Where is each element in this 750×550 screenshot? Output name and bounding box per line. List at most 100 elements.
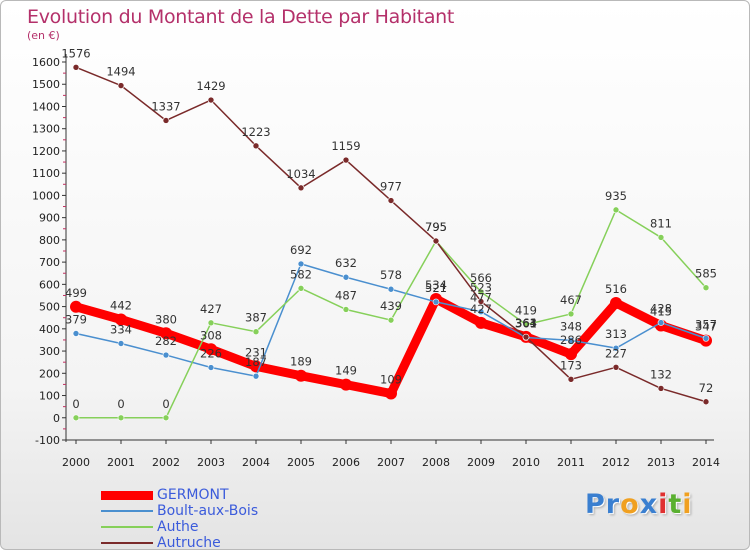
data-point xyxy=(612,344,620,352)
data-label: 227 xyxy=(605,346,627,360)
data-label: 149 xyxy=(335,364,357,378)
data-point xyxy=(702,284,710,291)
data-label: 364 xyxy=(515,316,537,330)
x-tick-label: 2001 xyxy=(107,456,135,469)
data-label: 692 xyxy=(290,243,312,257)
data-point xyxy=(432,298,440,306)
data-point xyxy=(432,237,440,245)
data-point xyxy=(657,234,665,241)
y-tick-label: 1100 xyxy=(32,167,60,180)
y-tick-label: 200 xyxy=(39,367,60,380)
y-tick-label: 0 xyxy=(53,412,60,425)
data-point xyxy=(702,398,710,406)
data-label: 1034 xyxy=(286,167,315,181)
data-point xyxy=(612,363,620,371)
data-point xyxy=(117,340,125,347)
data-label: 487 xyxy=(335,288,357,302)
data-label: 795 xyxy=(425,220,447,234)
chart-title: Evolution du Montant de la Dette par Hab… xyxy=(27,6,455,28)
data-label: 516 xyxy=(605,282,627,296)
data-label: 313 xyxy=(605,327,627,341)
data-label: 521 xyxy=(425,281,447,295)
data-point xyxy=(207,96,215,104)
data-point xyxy=(340,378,352,391)
data-label: 442 xyxy=(110,298,132,312)
x-tick-label: 2000 xyxy=(62,456,90,469)
logo-letter: x xyxy=(639,489,659,520)
x-tick-label: 2007 xyxy=(377,456,405,469)
data-point xyxy=(295,369,307,382)
data-point xyxy=(297,260,305,268)
y-tick-label: 1400 xyxy=(32,100,60,113)
data-point xyxy=(252,372,260,380)
y-tick-label: 1200 xyxy=(32,145,60,158)
data-point xyxy=(205,343,217,356)
data-label: 363 xyxy=(515,316,537,330)
data-label: 1494 xyxy=(106,65,135,79)
logo-letter: r xyxy=(605,489,621,520)
data-point xyxy=(567,337,575,344)
data-label: 1159 xyxy=(331,139,360,153)
data-point xyxy=(117,414,125,422)
legend-swatch xyxy=(101,526,153,528)
data-label: 132 xyxy=(650,367,672,381)
x-tick-label: 2006 xyxy=(332,456,360,469)
data-label: 1337 xyxy=(151,99,180,113)
legend-swatch xyxy=(101,490,153,500)
data-label: 347 xyxy=(695,320,717,334)
data-label: 977 xyxy=(380,180,402,194)
data-label: 566 xyxy=(470,271,492,285)
y-tick-label: 700 xyxy=(39,256,60,269)
proxiti-logo: Proxiti xyxy=(585,489,693,520)
x-tick-label: 2010 xyxy=(512,456,540,469)
x-tick-label: 2013 xyxy=(647,456,675,469)
legend-label: Authe xyxy=(157,519,199,535)
data-point xyxy=(252,328,260,336)
data-label: 467 xyxy=(560,293,582,307)
data-point xyxy=(72,414,80,422)
y-tick-label: 1600 xyxy=(32,56,60,69)
data-label: 380 xyxy=(155,312,177,326)
data-label: 189 xyxy=(290,355,312,369)
data-point xyxy=(70,300,82,313)
data-point xyxy=(385,387,397,400)
data-point xyxy=(387,197,395,204)
data-label: 795 xyxy=(425,220,447,234)
data-point xyxy=(522,333,530,341)
data-label: 334 xyxy=(110,322,132,336)
data-label: 231 xyxy=(245,345,267,359)
y-tick-label: 300 xyxy=(39,345,60,358)
data-point xyxy=(162,117,170,124)
data-label: 1429 xyxy=(196,79,225,93)
data-label: 348 xyxy=(560,319,582,333)
logo-letter: i xyxy=(658,489,669,520)
data-point xyxy=(342,156,350,164)
legend-label: Autruche xyxy=(157,535,221,550)
data-point xyxy=(297,285,305,292)
data-label: 811 xyxy=(650,216,672,230)
logo-letter: t xyxy=(668,489,683,520)
data-point xyxy=(207,364,215,371)
data-label: 286 xyxy=(560,333,582,347)
data-label: 427 xyxy=(200,302,222,316)
data-label: 308 xyxy=(200,328,222,342)
data-point xyxy=(477,308,485,316)
data-point xyxy=(475,316,487,329)
data-label: 387 xyxy=(245,311,267,325)
data-point xyxy=(657,319,665,326)
data-label: 477 xyxy=(470,291,492,305)
data-point xyxy=(162,351,170,359)
data-point xyxy=(565,348,577,361)
data-point xyxy=(72,330,80,337)
data-label: 935 xyxy=(605,189,627,203)
legend-label: GERMONT xyxy=(157,487,229,503)
data-label: 439 xyxy=(380,299,402,313)
y-tick-label: 900 xyxy=(39,212,60,225)
x-tick-label: 2012 xyxy=(602,456,630,469)
data-point xyxy=(252,142,260,150)
y-tick-label: 1300 xyxy=(32,123,60,136)
data-point xyxy=(115,313,127,326)
y-tick-label: 1500 xyxy=(32,78,60,91)
